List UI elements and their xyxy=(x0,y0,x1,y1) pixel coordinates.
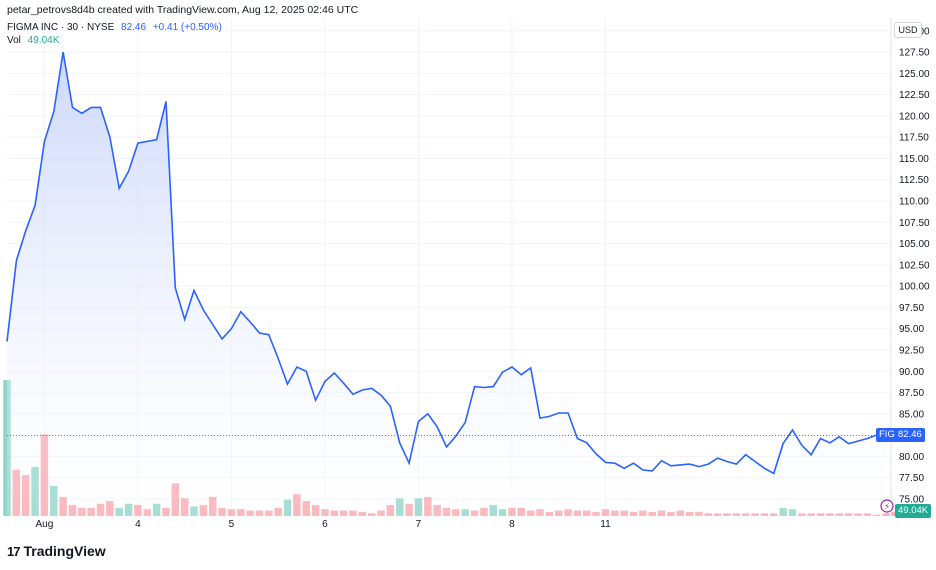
x-tick-label: Aug xyxy=(36,519,54,530)
brand-name: TradingView xyxy=(23,543,106,559)
tradingview-brand[interactable]: 17 TradingView xyxy=(7,543,106,559)
y-tick-label: 87.50 xyxy=(899,388,924,399)
alert-icon-glyph: ⚡ xyxy=(884,503,890,513)
y-tick-label: 102.50 xyxy=(899,260,930,271)
y-tick-label: 117.50 xyxy=(899,133,929,144)
y-tick-label: 107.50 xyxy=(899,218,930,229)
chart-credit: petar_petrovs8d4b created with TradingVi… xyxy=(7,4,359,16)
price-line xyxy=(6,51,887,475)
volume-value: 49.04K xyxy=(27,35,60,46)
x-tick-label: 5 xyxy=(229,519,235,530)
x-axis[interactable]: Aug 4 5 6 7 8 11 xyxy=(36,519,612,530)
volume-tag: 49.04K xyxy=(895,504,932,518)
y-tick-label: 85.00 xyxy=(899,409,924,420)
y-tick-label: 127.50 xyxy=(899,48,930,59)
chart-legend: FIGMA INC · 30 · NYSE 82.46 +0.41 (+0.50… xyxy=(7,21,222,47)
tradingview-logo-icon: 17 xyxy=(7,543,21,559)
price-tag: 82.46 xyxy=(895,428,925,443)
x-tick-label: 6 xyxy=(322,519,328,530)
volume-label[interactable]: Vol xyxy=(7,35,21,46)
price-area xyxy=(7,52,886,516)
y-tick-label: 75.00 xyxy=(899,494,924,505)
y-tick-label: 90.00 xyxy=(899,367,924,378)
last-price: 82.46 xyxy=(121,22,147,33)
y-tick-label: 80.00 xyxy=(899,452,924,463)
x-tick-label: 4 xyxy=(135,519,141,530)
alert-icon[interactable] xyxy=(880,499,894,513)
x-tick-label: 7 xyxy=(416,519,422,530)
currency-selector[interactable]: USD xyxy=(894,22,922,38)
y-tick-label: 120.00 xyxy=(899,111,930,122)
y-axis[interactable]: 75.0077.5080.0082.5085.0087.5090.0092.50… xyxy=(899,26,930,505)
y-tick-label: 110.00 xyxy=(899,197,929,208)
y-tick-label: 122.50 xyxy=(899,90,930,101)
y-tick-label: 115.00 xyxy=(899,154,929,165)
ticker-tag: FIG xyxy=(876,428,898,443)
y-tick-label: 105.00 xyxy=(899,239,930,250)
y-tick-label: 112.50 xyxy=(899,175,929,186)
x-tick-label: 8 xyxy=(509,519,515,530)
y-tick-label: 97.50 xyxy=(899,303,924,314)
y-tick-label: 92.50 xyxy=(899,346,924,357)
symbol-description[interactable]: FIGMA INC · 30 · NYSE xyxy=(7,22,115,33)
x-tick-label: 11 xyxy=(600,519,611,530)
y-tick-label: 100.00 xyxy=(899,282,930,293)
y-tick-label: 125.00 xyxy=(899,69,930,80)
price-change: +0.41 (+0.50%) xyxy=(152,22,222,33)
y-tick-label: 95.00 xyxy=(899,324,924,335)
y-tick-label: 77.50 xyxy=(899,473,924,484)
